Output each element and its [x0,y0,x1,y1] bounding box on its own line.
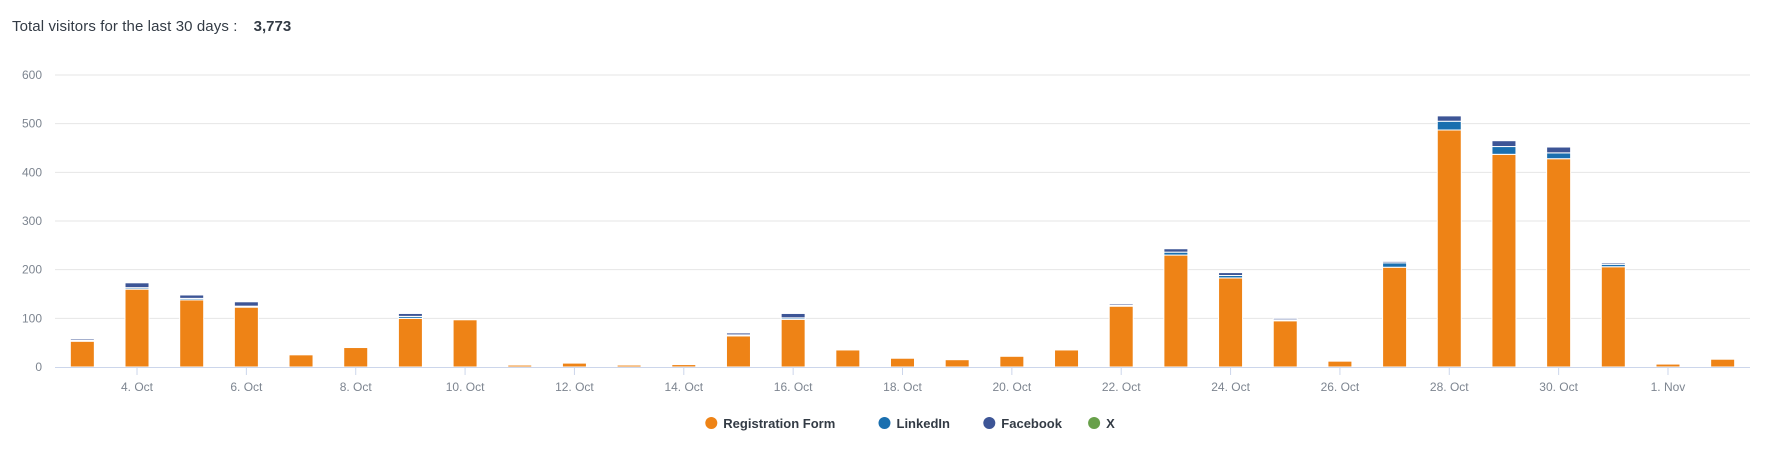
y-tick-label: 0 [35,360,42,374]
bar-segment[interactable] [780,318,806,368]
bar-segment[interactable] [1600,262,1626,265]
x-tick-label: 24. Oct [1211,380,1250,394]
bar-segment[interactable] [179,299,205,368]
legend-swatch [983,417,996,429]
y-axis: 0 100 200 300 400 500 600 [22,68,42,374]
summary-total: 3,773 [253,18,292,35]
grid-lines [55,74,1750,319]
legend-item[interactable]: X [1088,416,1115,431]
x-tick-label: 14. Oct [664,380,703,394]
legend-item[interactable]: Registration Form [705,416,835,431]
y-tick-label: 400 [22,165,42,179]
bar-segment[interactable] [1436,120,1462,131]
bar-segment[interactable] [1491,140,1517,148]
bar-segment[interactable] [1108,305,1134,368]
bar-segment[interactable] [1546,158,1572,368]
y-tick-label: 300 [22,214,42,228]
x-tick-label: 6. Oct [230,380,263,394]
x-tick-label: 30. Oct [1539,380,1578,394]
legend-swatch [705,417,718,429]
x-tick-label: 20. Oct [993,380,1032,394]
bar-segment[interactable] [1491,146,1517,155]
bar-segment[interactable] [1218,272,1244,277]
bar-segment[interactable] [1327,360,1353,368]
bar-segment[interactable] [1655,363,1681,368]
x-tick-label: 12. Oct [555,380,594,394]
bar-segment[interactable] [1382,260,1408,264]
bar-segment[interactable] [835,349,861,368]
bar-segment[interactable] [1108,303,1134,306]
bar-segment[interactable] [1546,152,1572,160]
x-tick-label: 1. Nov [1651,380,1686,394]
x-tick-label: 18. Oct [883,380,922,394]
y-tick-label: 100 [22,311,42,325]
legend-label: LinkedIn [897,416,951,431]
summary-header: Total visitors for the last 30 days : 3,… [12,18,291,35]
legend-item[interactable]: Facebook [983,416,1063,431]
legend-swatch [1088,417,1101,429]
x-tick-label: 28. Oct [1430,380,1469,394]
x-tick-label: 16. Oct [774,380,813,394]
bars [69,115,1736,368]
bar-segment[interactable] [725,332,751,336]
bar-segment[interactable] [233,306,259,368]
bar-segment[interactable] [1710,358,1736,368]
x-tick-label: 4. Oct [121,380,154,394]
bar-segment[interactable] [179,294,205,299]
bar-segment[interactable] [1163,254,1189,368]
bar-segment[interactable] [1218,277,1244,368]
bar-segment[interactable] [671,364,697,368]
legend-label: Registration Form [723,416,835,431]
x-tick-label: 8. Oct [340,380,373,394]
legend-swatch [878,417,891,429]
bar-segment[interactable] [725,335,751,368]
bar-segment[interactable] [780,312,806,319]
legend-label: Facebook [1001,416,1062,431]
x-tick-label: 22. Oct [1102,380,1141,394]
bar-segment[interactable] [288,354,314,368]
bar-segment[interactable] [397,312,423,317]
bar-segment[interactable] [1436,129,1462,368]
y-tick-label: 600 [22,68,42,82]
bar-segment[interactable] [1382,266,1408,368]
bar-segment[interactable] [343,347,369,368]
bar-segment[interactable] [507,364,533,368]
bar-segment[interactable] [124,288,150,368]
bar-segment[interactable] [233,301,259,307]
summary-label: Total visitors for the last 30 days : [12,18,238,35]
bar-segment[interactable] [1436,115,1462,122]
bar-segment[interactable] [1272,317,1298,321]
bar-segment[interactable] [616,364,642,368]
bar-segment[interactable] [452,319,478,368]
x-tick-label: 10. Oct [446,380,485,394]
y-tick-label: 500 [22,117,42,131]
bar-segment[interactable] [1600,266,1626,368]
bar-segment[interactable] [890,357,915,368]
legend-label: X [1106,416,1115,431]
y-tick-label: 200 [22,263,42,277]
bar-segment[interactable] [397,317,423,368]
bar-segment[interactable] [69,340,95,368]
bar-segment[interactable] [124,282,150,289]
x-axis: 4. Oct 6. Oct 8. Oct 10. Oct 12. Oct 14. Oct 1… [55,367,1750,394]
bar-segment[interactable] [1163,248,1189,253]
bar-segment[interactable] [944,359,970,368]
x-tick-label: 26. Oct [1321,380,1360,394]
bar-segment[interactable] [561,362,587,368]
bar-segment[interactable] [999,355,1025,368]
bar-segment[interactable] [1272,320,1298,368]
bar-segment[interactable] [1546,146,1572,154]
bar-segment[interactable] [1491,153,1517,368]
bar-segment[interactable] [1054,349,1080,368]
bar-segment[interactable] [69,338,95,341]
legend-item[interactable]: LinkedIn [878,416,951,431]
legend: Registration Form LinkedIn Facebook X [705,416,1115,431]
bar-segment[interactable] [1382,262,1408,268]
